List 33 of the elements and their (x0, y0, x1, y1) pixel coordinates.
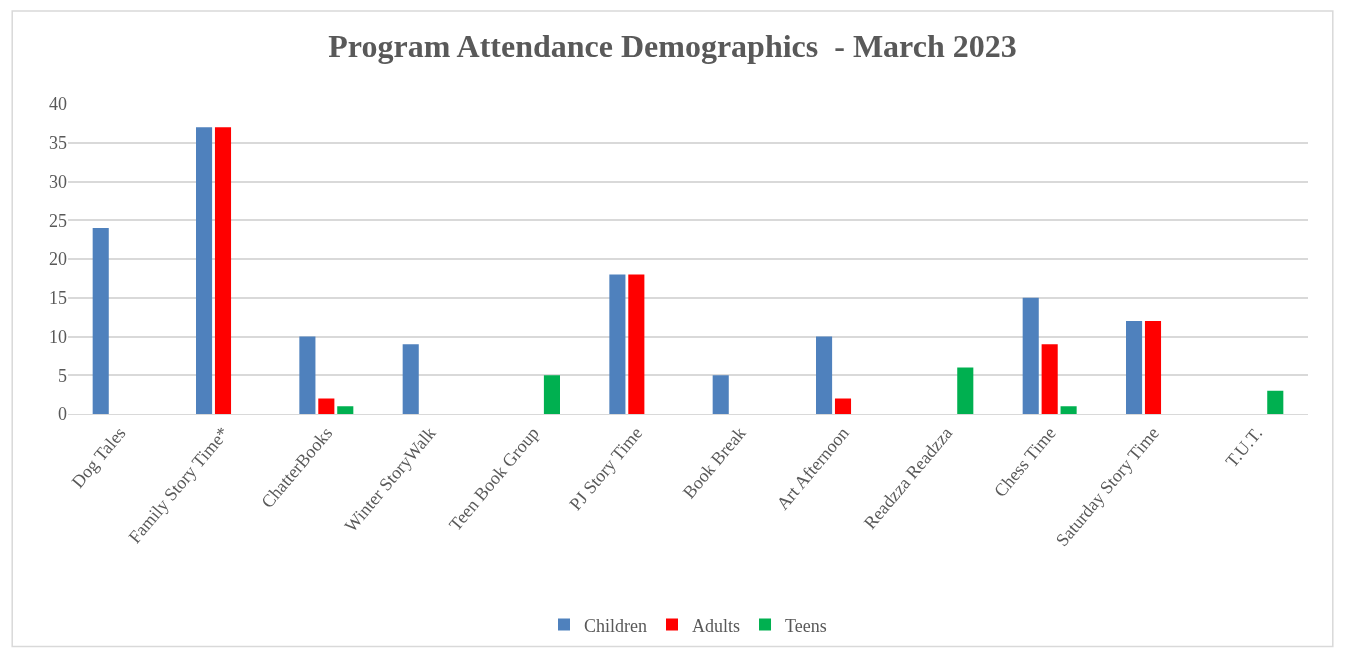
bar (402, 344, 419, 414)
chart-title: Program Attendance Demographics - March 2023 (328, 28, 1017, 65)
y-tick-label: 15 (49, 288, 67, 309)
bar (299, 336, 316, 414)
y-tick-label: 30 (49, 171, 67, 192)
y-tick-label: 5 (58, 365, 67, 386)
legend-label: Children (584, 615, 647, 636)
legend-label: Adults (692, 615, 741, 636)
bar (1041, 344, 1058, 414)
bar (712, 375, 729, 414)
bar (957, 367, 974, 414)
bar (1126, 321, 1143, 414)
bar (816, 336, 833, 414)
bar (1144, 321, 1162, 414)
y-tick-label: 0 (58, 404, 67, 425)
y-tick-label: 25 (49, 210, 67, 231)
bar (318, 398, 335, 414)
bar (543, 375, 560, 414)
bar (92, 228, 109, 414)
bar (214, 127, 232, 414)
bar (628, 274, 645, 414)
bar (1022, 297, 1039, 414)
y-tick-label: 40 (49, 94, 67, 115)
y-tick-label: 20 (49, 249, 67, 270)
bar (196, 127, 213, 414)
bar (834, 398, 852, 414)
legend-label: Teens (785, 615, 827, 636)
bar (609, 274, 626, 414)
bar (1267, 390, 1284, 414)
y-tick-label: 10 (49, 326, 67, 347)
bar (337, 406, 354, 414)
y-tick-label: 35 (49, 133, 67, 154)
bar (1060, 406, 1077, 414)
